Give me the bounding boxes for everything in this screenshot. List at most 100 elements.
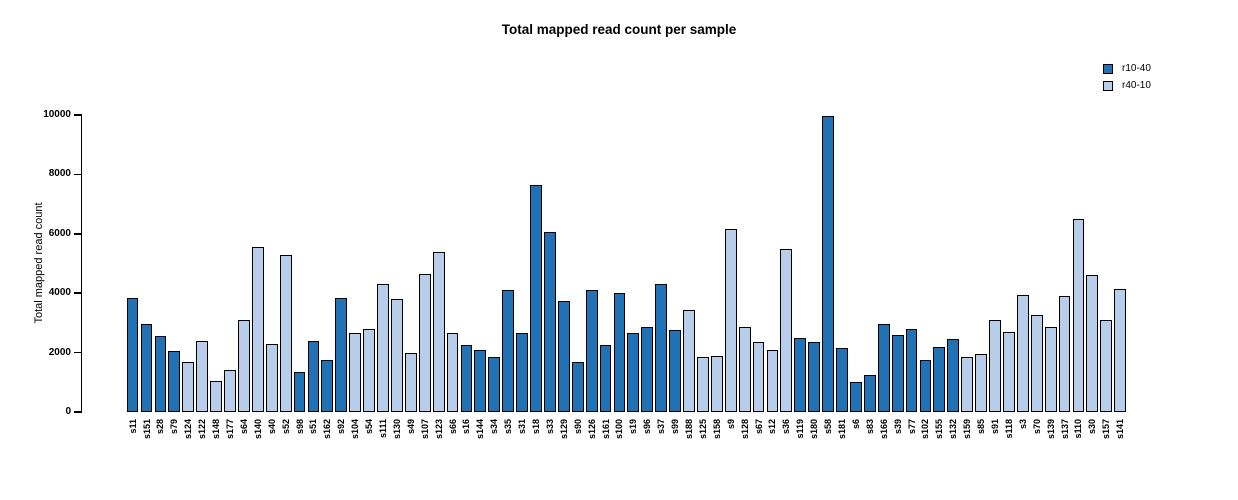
bar-s40 [265,343,278,412]
x-tick-label-s51: s51 [308,419,319,435]
x-tick-label-s141: s141 [1115,419,1126,440]
bar-s100 [613,293,626,412]
bar-s126 [585,290,598,412]
bar-s124 [182,361,195,412]
x-tick-label-s162: s162 [322,419,333,440]
x-tick-label-s159: s159 [962,419,973,440]
bar-s34 [488,357,501,412]
x-tick-label-s36: s36 [781,419,792,435]
y-tick-label: 0 [65,406,71,417]
x-tick-label-s54: s54 [364,419,375,435]
x-tick-label-s158: s158 [711,419,722,440]
bar-s155 [933,346,946,412]
bar-s54 [363,328,375,412]
x-tick-label-s19: s19 [628,419,639,435]
x-tick-label-s137: s137 [1059,419,1070,440]
bar-s158 [710,355,723,412]
x-tick-label-s79: s79 [169,419,180,435]
x-tick-label-s33: s33 [544,419,555,435]
bar-s99 [669,330,681,412]
bar-s181 [836,348,848,412]
y-axis-tick-mark [74,411,82,413]
x-tick-label-s98: s98 [294,419,305,435]
bar-s90 [571,361,584,412]
bar-s31 [516,333,528,412]
x-tick-label-s66: s66 [447,419,458,435]
x-tick-label-s107: s107 [419,419,430,440]
x-tick-label-s157: s157 [1101,419,1112,440]
x-tick-label-s188: s188 [684,419,694,440]
bar-s3 [1016,294,1029,412]
x-tick-label-s100: s100 [614,419,625,440]
legend-label: r40-10 [1122,80,1151,91]
bar-s98 [293,371,306,412]
y-tick-label: 6000 [48,227,71,239]
x-tick-label-s181: s181 [837,419,847,440]
x-tick-label-s124: s124 [183,419,194,440]
x-tick-label-s16: s16 [461,419,472,435]
bar-s111 [377,284,389,412]
bar-s79 [168,351,181,412]
x-tick-label-s11: s11 [127,419,138,434]
x-tick-label-s144: s144 [475,419,486,440]
bar-s16 [460,345,473,412]
bar-s49 [404,352,417,412]
bar-s64 [237,319,250,412]
bar-s144 [474,349,487,412]
x-tick-label-s151: s151 [141,419,152,440]
x-tick-label-s104: s104 [350,419,361,440]
x-tick-label-s110: s110 [1073,419,1084,439]
x-tick-label-s118: s118 [1003,419,1014,439]
x-tick-label-s70: s70 [1031,419,1042,435]
x-tick-label-s12: s12 [767,419,778,435]
bar-s188 [683,309,695,412]
bar-s30 [1086,275,1099,412]
bar-s18 [530,184,542,412]
x-tick-label-s35: s35 [503,419,514,435]
bar-s6 [850,382,862,412]
y-tick-label: 10000 [43,109,71,120]
x-tick-label-s140: s140 [252,419,263,440]
bar-s102 [919,360,932,412]
x-tick-label-s96: s96 [642,419,653,435]
x-tick-label-s148: s148 [211,419,222,440]
legend-label: r10-40 [1122,63,1151,74]
bar-s180 [808,342,821,412]
x-tick-label-s126: s126 [586,419,597,440]
bar-s110 [1072,218,1085,412]
bar-s11 [126,297,139,412]
y-axis-tick-mark [74,114,82,116]
x-tick-label-s91: s91 [990,419,1001,435]
x-tick-label-s30: s30 [1087,419,1098,435]
bar-s119 [794,337,807,412]
x-tick-label-s39: s39 [892,419,903,435]
x-tick-label-s49: s49 [405,419,416,435]
bar-s9 [724,229,737,412]
x-tick-label-s90: s90 [572,419,583,435]
bar-s157 [1100,319,1113,412]
x-tick-label-s161: s161 [600,419,611,440]
bar-s83 [863,374,876,412]
bar-s19 [627,333,640,412]
y-tick-label: 2000 [48,346,71,358]
x-tick-label-s123: s123 [433,419,444,440]
x-tick-label-s166: s166 [878,419,889,440]
legend-entry: r40-10 [1103,79,1151,92]
x-tick-label-s122: s122 [197,419,208,440]
bar-s137 [1058,296,1071,412]
chart-title: Total mapped read count per sample [501,22,737,37]
x-tick-label-s77: s77 [906,419,917,435]
bar-s52 [279,254,292,412]
y-axis-title: Total mapped read count [33,202,45,324]
x-tick-label-s132: s132 [948,419,959,440]
x-tick-label-s155: s155 [934,419,945,440]
bar-s125 [697,357,709,412]
bar-s92 [335,297,348,412]
bar-s77 [905,328,918,412]
x-tick-label-s180: s180 [809,419,820,440]
x-tick-label-s18: s18 [530,419,541,435]
bar-s162 [321,360,334,412]
legend-swatch-icon [1103,63,1113,74]
x-tick-label-s83: s83 [864,419,875,435]
